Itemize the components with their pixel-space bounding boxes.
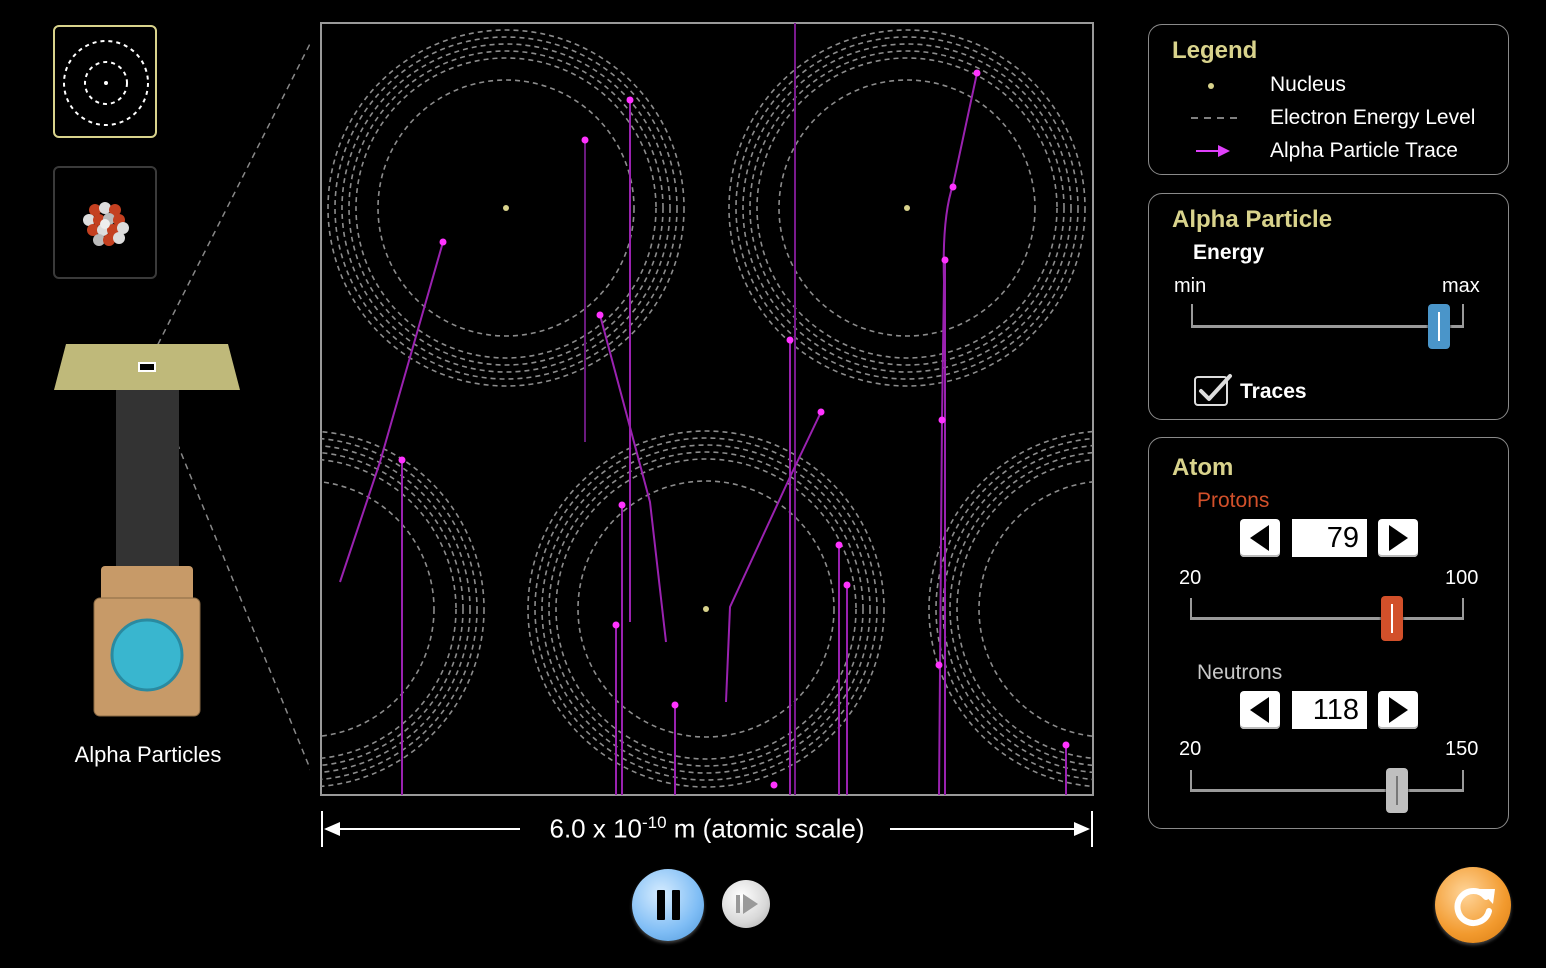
protons-max-tick	[1462, 598, 1464, 620]
protons-increment-button[interactable]	[1378, 519, 1418, 557]
atom-center	[527, 430, 885, 788]
legend-item-energy-level: Electron Energy Level	[1270, 106, 1476, 129]
alpha-title: Alpha Particle	[1172, 206, 1333, 233]
reset-button[interactable]	[1435, 867, 1511, 943]
energy-slider-thumb[interactable]	[1428, 304, 1451, 349]
neutrons-increment-button[interactable]	[1378, 691, 1418, 729]
protons-decrement-button[interactable]	[1240, 519, 1280, 557]
legend-panel: Legend Nucleus Electron Energy Level Alp…	[1148, 24, 1509, 175]
gun-apparatus	[54, 42, 310, 771]
neutrons-slider-track[interactable]	[1190, 789, 1464, 792]
neutrons-min-label: 20	[1179, 738, 1202, 760]
alpha-particle	[618, 501, 626, 509]
legend-title: Legend	[1172, 37, 1258, 64]
alpha-particle	[938, 416, 946, 424]
energy-max-tick	[1462, 304, 1464, 328]
alpha-particle	[835, 541, 843, 549]
scale-label-prefix: 6.0 x 10	[549, 813, 642, 844]
alpha-particle	[581, 136, 589, 144]
atom-right	[928, 430, 1093, 788]
alpha-particle	[439, 238, 447, 246]
energy-min-label: min	[1174, 275, 1207, 297]
scale-exponent: -10	[642, 813, 667, 832]
atom-title: Atom	[1172, 454, 1234, 481]
alpha-particle	[612, 621, 620, 629]
energy-max-label: max	[1442, 275, 1480, 297]
left-arrow-icon	[1250, 525, 1269, 551]
protons-min-label: 20	[1179, 567, 1202, 589]
atom-space-view	[320, 22, 1094, 796]
protons-slider-track[interactable]	[1190, 617, 1464, 620]
atom-top-left	[327, 29, 685, 387]
alpha-particle-panel: Alpha Particle Energy min max Traces	[1148, 193, 1509, 420]
atom-view-button[interactable]	[53, 25, 157, 138]
alpha-particle	[398, 456, 406, 464]
neutrons-max-tick	[1462, 770, 1464, 792]
neutrons-slider-thumb[interactable]	[1385, 768, 1408, 813]
nucleus-view-button[interactable]	[53, 166, 157, 279]
step-button[interactable]	[722, 880, 770, 928]
arrow-icon	[1196, 145, 1230, 157]
legend-item-trace: Alpha Particle Trace	[1270, 139, 1458, 162]
alpha-particle	[949, 183, 957, 191]
right-arrow-icon	[1389, 697, 1408, 723]
energy-label: Energy	[1193, 241, 1265, 264]
atom-top-right	[728, 29, 1086, 387]
dashed-line-icon	[1191, 117, 1237, 119]
legend-item-nucleus: Nucleus	[1270, 73, 1346, 96]
alpha-particle	[596, 311, 604, 319]
neutrons-max-label: 150	[1445, 738, 1479, 760]
neutrons-value[interactable]: 118	[1292, 691, 1367, 729]
atom-left	[321, 430, 485, 788]
energy-min-tick	[1191, 304, 1193, 328]
alpha-particle	[941, 256, 949, 264]
nucleus-icon	[83, 202, 129, 246]
scale-bar	[321, 811, 1093, 847]
protons-slider-thumb[interactable]	[1381, 596, 1404, 641]
gun-label: Alpha Particles	[74, 742, 222, 767]
gun-button-icon	[110, 618, 184, 692]
nucleus-dot	[904, 205, 910, 211]
traces-checkbox[interactable]	[1194, 374, 1232, 406]
alpha-particle	[1062, 741, 1070, 749]
atom-view-icon	[63, 40, 149, 126]
traces-label[interactable]: Traces	[1240, 380, 1307, 403]
neutrons-min-tick	[1190, 770, 1192, 792]
protons-value[interactable]: 79	[1292, 519, 1367, 557]
protons-min-tick	[1190, 598, 1192, 620]
alpha-particle	[843, 581, 851, 589]
alpha-particle	[770, 781, 778, 789]
atom-panel: Atom Protons 79 20 100 Neutrons 118 20 1…	[1148, 437, 1509, 829]
neutrons-decrement-button[interactable]	[1240, 691, 1280, 729]
beam-column	[116, 390, 179, 570]
alpha-particle	[935, 661, 943, 669]
step-icon	[736, 894, 758, 914]
neutrons-label: Neutrons	[1197, 661, 1283, 684]
protons-label: Protons	[1197, 489, 1270, 512]
scale-label-suffix: m (atomic scale)	[666, 813, 865, 844]
alpha-particle	[671, 701, 679, 709]
right-arrow-icon	[1389, 525, 1408, 551]
nucleus-dot-icon	[1208, 83, 1214, 89]
energy-slider-track[interactable]	[1191, 325, 1464, 328]
pause-icon	[657, 890, 680, 920]
check-icon	[1199, 374, 1232, 401]
reset-icon	[1454, 888, 1495, 926]
nucleus-dot	[703, 606, 709, 612]
left-arrow-icon	[1250, 697, 1269, 723]
alpha-particle	[626, 96, 634, 104]
scale-label: 6.0 x 10-10 m (atomic scale)	[520, 813, 894, 845]
alpha-particle	[817, 408, 825, 416]
alpha-particle	[973, 69, 981, 77]
protons-max-label: 100	[1445, 567, 1479, 589]
alpha-particle	[786, 336, 794, 344]
nucleus-dot	[503, 205, 509, 211]
pause-button[interactable]	[632, 869, 704, 941]
